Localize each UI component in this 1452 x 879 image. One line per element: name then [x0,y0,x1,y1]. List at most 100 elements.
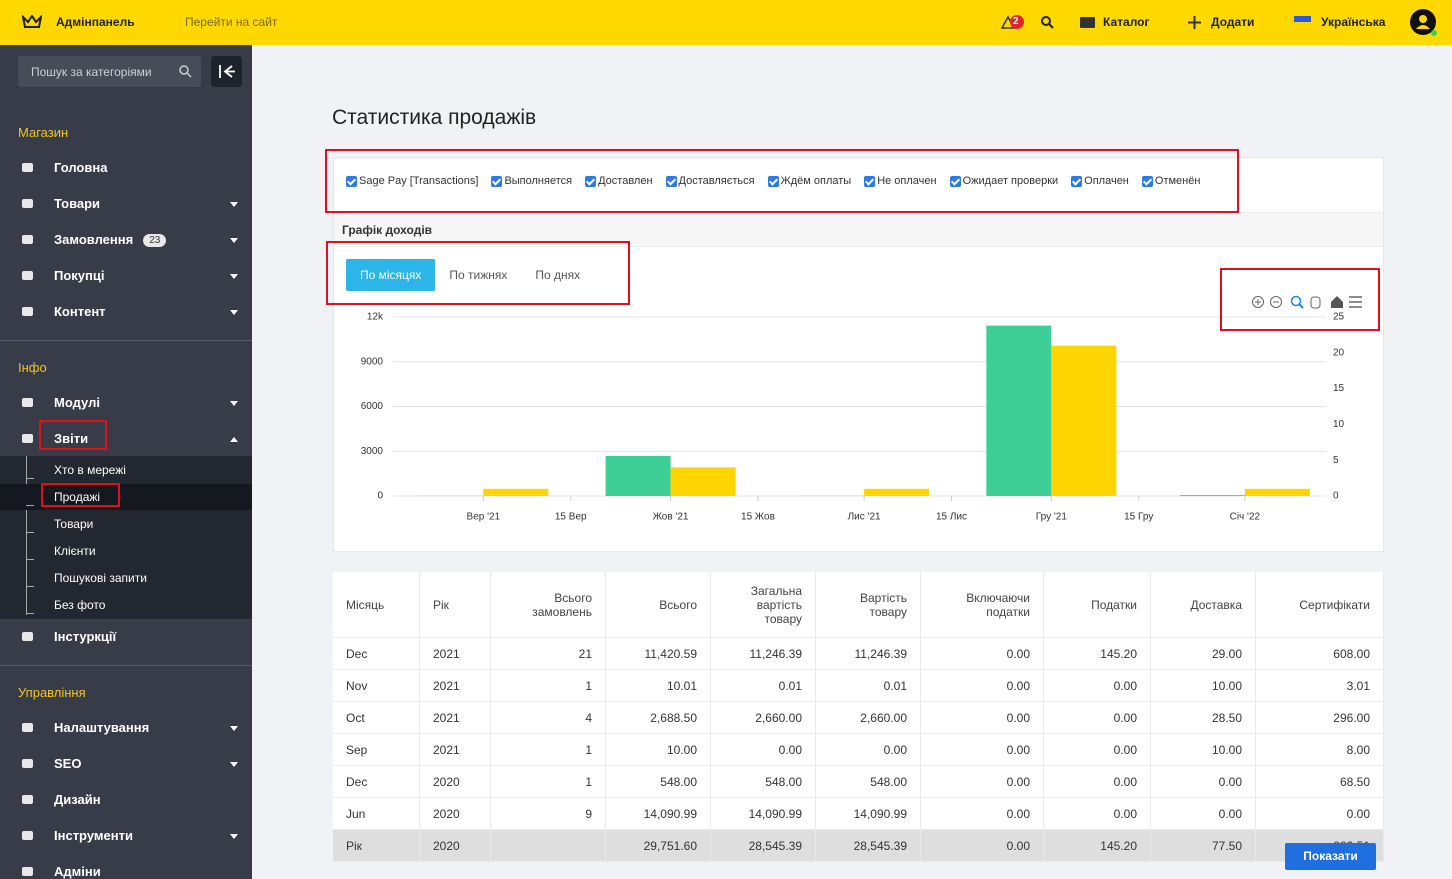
y2-tick-label: 0 [1333,491,1339,502]
menu-item[interactable]: Адміни [54,864,101,879]
menu-icon [22,271,33,280]
menu-item[interactable]: Товари [54,196,100,211]
tree-tick [26,478,34,479]
menu-item[interactable]: Контент [54,304,106,319]
tree-line [26,456,27,615]
menu-item[interactable]: Замовлення23 [54,232,166,247]
show-button[interactable]: Показати [1285,843,1376,870]
menu-caret [230,834,238,839]
menu-label: Дизайн [54,792,101,807]
active-row [0,484,252,510]
submenu-item[interactable]: Товари [54,517,93,531]
table-cell: 1 [491,670,606,702]
tree-tick [26,586,34,587]
table-cell: 11,246.39 [711,638,816,670]
table-cell: 29.00 [1151,638,1256,670]
menu-icon [22,632,33,641]
y2-tick-label: 10 [1333,419,1345,430]
menu-caret [230,762,238,767]
menu-icon [22,199,33,208]
x-tick-label: 15 Вер [555,512,587,523]
x-tick-label: 15 Жов [741,512,775,523]
menu-label: Контент [54,304,106,319]
table-row: Jun2020914,090.9914,090.9914,090.990.000… [333,798,1384,830]
avatar[interactable] [1410,9,1440,39]
menu-icon [22,867,33,876]
divider [0,665,252,666]
table-cell: 3.01 [1256,670,1384,702]
catalog-menu[interactable]: Каталог [1103,15,1150,29]
column-header: Всього [606,572,711,638]
search-icon[interactable] [1041,16,1054,29]
submenu-item[interactable]: Хто в мережі [54,463,126,477]
summary-cell: 145.20 [1044,830,1151,862]
y2-tick-label: 20 [1333,347,1345,358]
table-cell: 0.00 [921,702,1044,734]
menu-icon [22,723,33,732]
menu-label: SEO [54,756,81,771]
table-cell: 2,688.50 [606,702,711,734]
submenu-item[interactable]: Пошукові запити [54,571,147,585]
menu-caret [230,401,238,406]
menu-item[interactable]: Покупці [54,268,104,283]
table-cell: 0.00 [921,638,1044,670]
table-cell: Sep [333,734,420,766]
add-icon [1187,15,1202,30]
menu-item[interactable]: SEO [54,756,81,771]
submenu-item[interactable]: Без фото [54,598,105,612]
highlight-box [41,483,120,507]
tree-tick [26,532,34,533]
menu-icon [22,398,33,407]
menu-item[interactable]: Інстуркції [54,629,116,644]
table-cell: 10.00 [1151,734,1256,766]
table-cell: 548.00 [711,766,816,798]
menu-item[interactable]: Налаштування [54,720,149,735]
summary-cell: 28,545.39 [816,830,921,862]
submenu-bg [0,456,252,619]
category-search[interactable]: Пошук за категоріями [18,56,201,87]
table-cell: 0.00 [1044,702,1151,734]
menu-item[interactable]: Дизайн [54,792,101,807]
menu-caret [230,310,238,315]
table-cell: 2021 [420,734,491,766]
highlight-box [1220,268,1380,331]
collapse-button[interactable] [211,56,242,87]
bar [483,489,548,496]
menu-caret [230,274,238,279]
menu-icon [22,163,33,172]
summary-cell [491,830,606,862]
table-cell: Nov [333,670,420,702]
table-cell: 10.01 [606,670,711,702]
submenu-item[interactable]: Клієнти [54,544,96,558]
add-menu[interactable]: Додати [1211,15,1254,29]
column-header: Місяць [333,572,420,638]
table-cell: 0.00 [1256,798,1384,830]
table-cell: 8.00 [1256,734,1384,766]
logo [22,15,42,29]
table-cell: 10.00 [1151,670,1256,702]
bar [671,467,736,496]
menu-label: Інструменти [54,828,133,843]
menu-item[interactable]: Інструменти [54,828,133,843]
column-header: Вартість товару [816,572,921,638]
table-row: Sep2021110.000.000.000.000.0010.008.00 [333,734,1384,766]
table-cell: 2021 [420,638,491,670]
menu-caret [230,238,238,243]
menu-item[interactable]: Головна [54,160,107,175]
table-cell: 0.00 [921,798,1044,830]
site-link[interactable]: Перейти на сайт [185,15,277,29]
brand[interactable]: Адмінпанель [56,15,135,29]
table-cell: 0.00 [1044,670,1151,702]
table-cell: 1 [491,734,606,766]
table-cell: 0.00 [1044,798,1151,830]
table-cell: Oct [333,702,420,734]
language-menu[interactable]: Українська [1321,15,1385,29]
menu-item[interactable]: Модулі [54,395,100,410]
bar [864,489,929,496]
column-header: Включаючи податки [921,572,1044,638]
flag [1294,16,1311,28]
table-cell: 0.00 [1151,798,1256,830]
sales-table-panel: МісяцьРікВсього замовленьВсьогоЗагальна … [333,572,1384,862]
table-row: Nov2021110.010.010.010.000.0010.003.01 [333,670,1384,702]
